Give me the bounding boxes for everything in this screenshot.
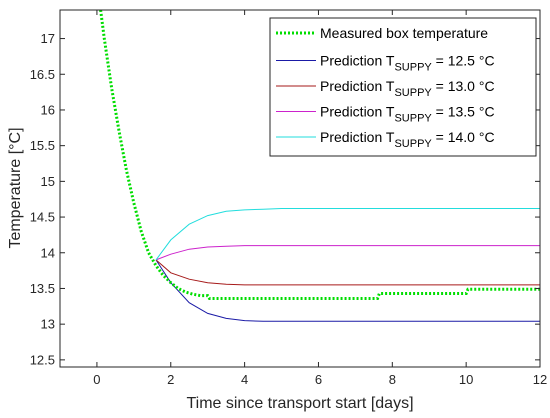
series-line-4 (155, 208, 540, 261)
axis-ticks: 0 2 4 6 8 10 12 12.5 13 13.5 14 14.5 15 15.5 16 16.5 17 (30, 10, 547, 387)
x-tick-label: 2 (167, 372, 174, 387)
legend: Measured box temperature Prediction TSUPP… (269, 17, 537, 157)
y-tick-label: 13 (41, 317, 55, 332)
series-line-2 (155, 259, 540, 286)
y-tick-label: 13.5 (30, 281, 55, 296)
legend-label: Prediction TSUPPY = 13.0 °C (320, 78, 495, 99)
series-line-0 (99, 10, 540, 300)
x-tick-label: 4 (241, 372, 248, 387)
y-tick-label: 15 (41, 174, 55, 189)
y-tick-label: 14.5 (30, 210, 55, 225)
legend-label: Prediction TSUPPY = 13.5 °C (320, 104, 495, 125)
y-axis-title: Temperature [°C] (7, 127, 24, 248)
y-tick-label: 12.5 (30, 352, 55, 367)
x-tick-label: 0 (93, 372, 100, 387)
x-tick-label: 10 (459, 372, 473, 387)
x-tick-label: 8 (389, 372, 396, 387)
y-tick-label: 16.5 (30, 67, 55, 82)
y-tick-label: 15.5 (30, 138, 55, 153)
legend-label: Prediction TSUPPY = 14.0 °C (320, 129, 495, 150)
x-axis-title: Time since transport start [days] (186, 395, 413, 412)
x-tick-label: 6 (315, 372, 322, 387)
x-tick-label: 12 (533, 372, 547, 387)
y-tick-label: 14 (41, 245, 55, 260)
legend-label: Prediction TSUPPY = 12.5 °C (320, 53, 495, 74)
axes-frame (59, 9, 541, 368)
y-tick-label: 16 (41, 102, 55, 117)
legend-label: Measured box temperature (320, 25, 488, 41)
series-lines (99, 10, 540, 322)
legend-box (269, 17, 537, 157)
y-tick-label: 17 (41, 31, 55, 46)
series-line-1 (155, 259, 540, 322)
series-line-3 (155, 245, 540, 261)
axes (59, 9, 541, 368)
